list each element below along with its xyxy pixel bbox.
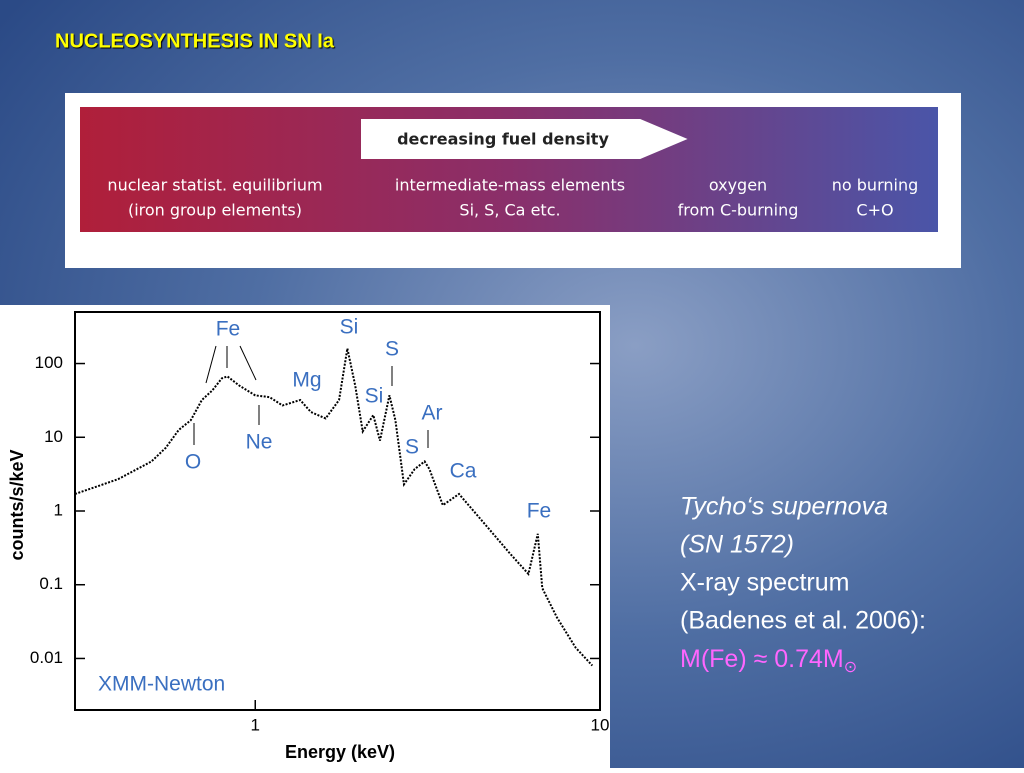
highlight-text: M(Fe) ≈ 0.74M — [680, 645, 844, 673]
line-annotation: Ar — [422, 402, 443, 425]
y-tick-label: 10 — [44, 427, 63, 446]
instrument-label: XMM-Newton — [98, 673, 225, 696]
line-annotation: Fe — [216, 318, 241, 341]
slide-title: NUCLEOSYNTHESIS IN SN Ia — [55, 30, 335, 52]
y-tick-label: 0.01 — [30, 648, 63, 667]
caption-line: (Badenes et al. 2006): — [680, 607, 926, 635]
line-annotation: Mg — [292, 369, 321, 392]
zone-label: no burning — [832, 176, 919, 195]
zone-label: oxygen — [709, 176, 767, 195]
y-axis-label: counts/s/keV — [7, 449, 27, 560]
annotation-pointer — [205, 345, 217, 384]
chart-frame — [0, 305, 610, 768]
zone-label: Si, S, Ca etc. — [459, 201, 560, 220]
line-annotation: Si — [340, 316, 359, 339]
line-annotation: O — [185, 451, 201, 474]
caption-line: Tycho‘s supernova — [680, 493, 888, 521]
zone-label: nuclear statist. equilibrium — [107, 176, 322, 195]
caption: Tycho‘s supernova (SN 1572) X-ray spectrum… — [680, 493, 926, 677]
x-tick-label: 10 — [591, 715, 610, 734]
caption-line: (SN 1572) — [680, 531, 794, 559]
y-tick-label: 1 — [54, 500, 63, 519]
annotation-pointer — [239, 345, 257, 381]
zone-label: (iron group elements) — [128, 201, 302, 220]
zone-label: C+O — [856, 201, 893, 220]
line-annotation: Ca — [450, 460, 477, 483]
caption-highlight: M(Fe) ≈ 0.74M⊙ — [680, 645, 857, 677]
spectrum-line — [74, 348, 594, 667]
x-tick-label: 1 — [251, 715, 260, 734]
x-axis-label: Energy (keV) — [285, 742, 395, 762]
arrow — [361, 119, 688, 159]
line-annotation: Fe — [527, 500, 552, 523]
zones: nuclear statist. equilibrium (iron group … — [107, 176, 918, 220]
y-tick-label: 100 — [35, 353, 63, 372]
zone-label: from C-burning — [678, 201, 799, 220]
sun-symbol: ⊙ — [844, 659, 857, 676]
y-tick-label: 0.1 — [39, 574, 63, 593]
line-annotation: S — [385, 338, 399, 361]
line-annotation: Si — [365, 385, 384, 408]
caption-line: X-ray spectrum — [680, 569, 849, 597]
line-annotation: Ne — [246, 431, 273, 454]
zone-label: intermediate-mass elements — [395, 176, 625, 195]
line-annotation: S — [405, 436, 419, 459]
chart: 0.01 0.1 1 10 100 1 10 Energy (keV) counts/s/keV… — [7, 311, 610, 762]
arrow-label: decreasing fuel density — [397, 130, 609, 149]
